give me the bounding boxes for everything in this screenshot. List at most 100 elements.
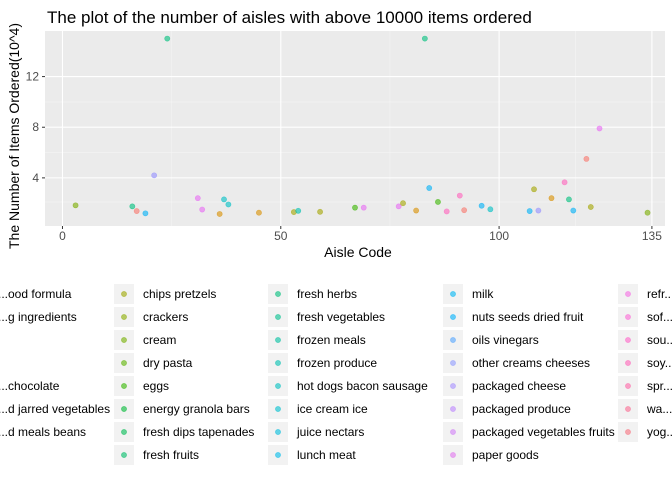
data-point (72, 202, 79, 209)
y-axis-title: The Number of Items Ordered(10^4) (6, 23, 22, 249)
legend-key (121, 291, 127, 297)
chart-title: The plot of the number of aisles with ab… (47, 8, 532, 27)
legend-label: sou... (647, 333, 672, 347)
data-point (548, 195, 555, 202)
data-point (317, 208, 323, 215)
data-point (587, 204, 594, 210)
legend-label: fresh fruits (143, 448, 199, 462)
legend: ...ood formula ...g ingredients ...chocola… (0, 284, 672, 465)
data-point (426, 185, 433, 191)
legend-key (121, 383, 127, 389)
legend-label: nuts seeds dried fruit (472, 310, 584, 324)
plot-panel (45, 31, 665, 226)
legend-label: ...d meals beans (0, 425, 86, 439)
legend-label: frozen produce (297, 356, 377, 370)
legend-key (625, 429, 631, 435)
data-point (535, 207, 542, 214)
data-point (644, 209, 651, 216)
data-point (352, 204, 358, 211)
data-point (295, 207, 302, 214)
data-point (531, 186, 537, 193)
data-point (526, 208, 533, 214)
data-points (72, 35, 651, 217)
legend-key (450, 291, 456, 297)
data-point (566, 196, 572, 203)
x-tick-label: 135 (642, 229, 662, 243)
legend-key (450, 314, 456, 320)
legend-key (625, 291, 631, 297)
legend-label: chips pretzels (143, 287, 216, 301)
legend-label: eggs (143, 379, 169, 393)
legend-key (625, 360, 631, 366)
legend-key (450, 383, 456, 389)
legend-label: hot dogs bacon sausage (297, 379, 428, 393)
data-point (133, 208, 140, 214)
legend-key (275, 360, 281, 366)
legend-label: fresh herbs (297, 287, 357, 301)
legend-label: crackers (143, 310, 188, 324)
legend-label: frozen meals (297, 333, 366, 347)
legend-label: spr... (647, 379, 672, 393)
legend-key (450, 406, 456, 412)
legend-key (625, 314, 631, 320)
data-point (142, 210, 149, 217)
legend-key (121, 337, 127, 343)
legend-key (121, 360, 127, 366)
legend-label: juice nectars (296, 425, 364, 439)
data-point (225, 201, 232, 208)
legend-label: cream (143, 333, 176, 347)
data-point (561, 179, 568, 186)
legend-label: lunch meat (297, 448, 356, 462)
legend-label: other creams cheeses (472, 356, 590, 370)
legend-key (450, 337, 456, 343)
data-point (129, 203, 136, 210)
data-point (164, 35, 171, 42)
x-axis-title: Aisle Code (324, 244, 392, 260)
legend-key (121, 429, 127, 435)
legend-label: milk (472, 287, 494, 301)
legend-key (625, 406, 631, 412)
legend-label: wa... (646, 402, 672, 416)
legend-label: packaged vegetables fruits (472, 425, 615, 439)
data-point (456, 192, 463, 199)
data-point (194, 195, 201, 202)
legend-label: dry pasta (143, 356, 193, 370)
legend-key (275, 452, 281, 458)
data-point (443, 208, 450, 215)
x-tick-label: 0 (59, 229, 66, 243)
legend-label: fresh dips tapenades (143, 425, 254, 439)
x-axis-ticks: 0 50 100 135 (59, 226, 662, 243)
legend-label: packaged cheese (472, 379, 566, 393)
y-tick-label: 8 (32, 120, 39, 134)
legend-label: ...g ingredients (0, 310, 77, 324)
data-point (413, 207, 420, 214)
gridlines (45, 31, 665, 226)
x-tick-label: 100 (489, 229, 509, 243)
y-axis-ticks: 4 8 12 (26, 70, 45, 185)
legend-key (625, 383, 631, 389)
legend-label: refr... (647, 287, 672, 301)
data-point (487, 206, 494, 213)
data-point (435, 199, 441, 205)
legend-key (121, 406, 127, 412)
data-point (421, 35, 428, 42)
legend-label: ...d jarred vegetables (0, 402, 110, 416)
legend-key (450, 360, 456, 366)
legend-key (275, 314, 281, 320)
legend-key (275, 383, 281, 389)
legend-key (121, 452, 127, 458)
y-tick-label: 12 (26, 70, 40, 84)
legend-label: oils vinegars (472, 333, 539, 347)
legend-key (275, 429, 281, 435)
legend-label: soy... (647, 356, 672, 370)
legend-label: paper goods (472, 448, 539, 462)
data-point (478, 202, 485, 209)
data-point (199, 206, 206, 213)
legend-label: ice cream ice (297, 402, 368, 416)
legend-key (275, 337, 281, 343)
legend-key (275, 291, 281, 297)
y-tick-label: 4 (32, 171, 39, 185)
data-point (221, 196, 227, 203)
data-point (570, 207, 577, 214)
